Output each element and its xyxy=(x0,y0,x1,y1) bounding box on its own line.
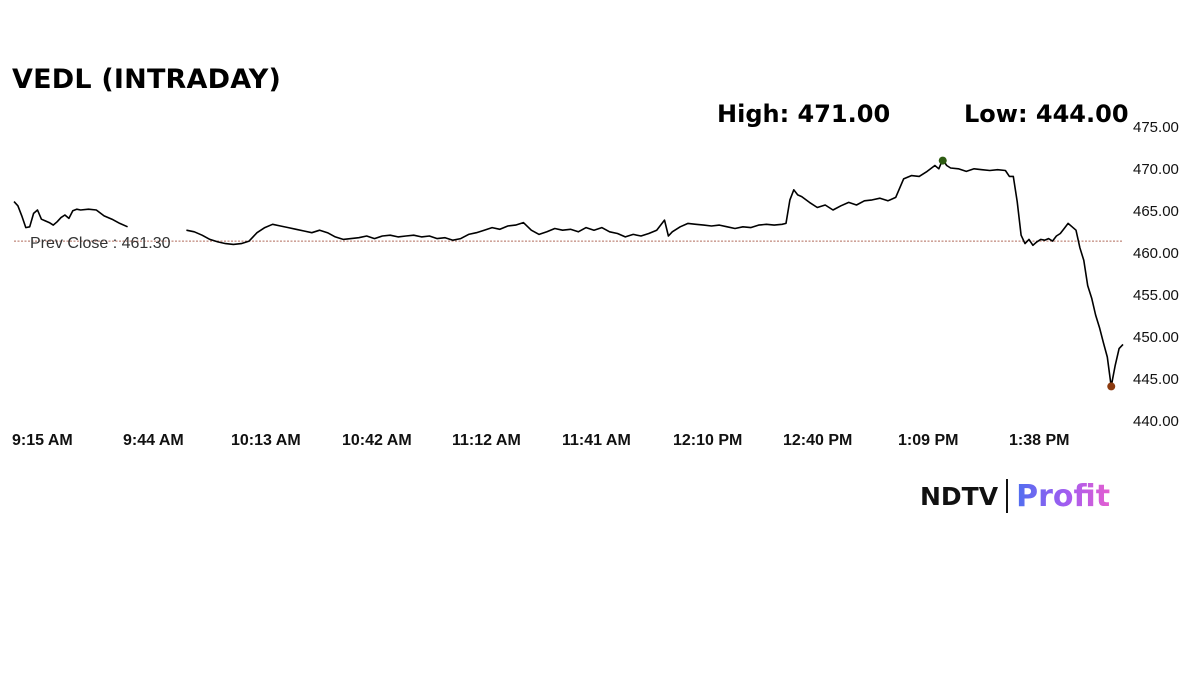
x-tick-label: 9:15 AM xyxy=(12,432,73,449)
y-tick-label: 455.00 xyxy=(1133,287,1179,304)
logo-profit: Profit xyxy=(1016,478,1111,514)
prev-close-label: Prev Close : 461.30 xyxy=(30,235,171,252)
y-tick-label: 465.00 xyxy=(1133,203,1179,220)
price-line xyxy=(13,201,128,229)
x-tick-label: 12:10 PM xyxy=(673,432,742,449)
logo-divider xyxy=(1006,479,1009,513)
x-tick-label: 11:41 AM xyxy=(562,432,631,449)
ndtv-profit-logo: NDTV Profit xyxy=(920,476,1110,516)
y-tick-label: 470.00 xyxy=(1133,161,1179,178)
y-tick-label: 440.00 xyxy=(1133,413,1179,430)
x-tick-label: 10:42 AM xyxy=(342,432,412,449)
high-low-markers xyxy=(938,156,1116,391)
y-tick-label: 445.00 xyxy=(1133,371,1179,388)
x-tick-label: 10:13 AM xyxy=(231,432,301,449)
low-label: Low: 444.00 xyxy=(964,100,1129,128)
y-tick-label: 460.00 xyxy=(1133,245,1179,262)
high-label: High: 471.00 xyxy=(717,100,891,128)
prev-close-line: Prev Close : 461.30 xyxy=(14,235,1123,252)
low-marker xyxy=(1107,382,1116,391)
x-tick-label: 1:38 PM xyxy=(1009,432,1069,449)
price-series xyxy=(13,158,1124,388)
x-tick-label: 1:09 PM xyxy=(898,432,958,449)
x-axis: 9:15 AM 9:44 AM 10:13 AM 10:42 AM 11:12 AM 11… xyxy=(12,432,1069,449)
x-tick-label: 11:12 AM xyxy=(452,432,521,449)
x-tick-label: 12:40 PM xyxy=(783,432,852,449)
price-line xyxy=(186,158,1124,388)
high-marker xyxy=(938,156,947,165)
logo-ndtv: NDTV xyxy=(920,481,999,511)
y-tick-label: 450.00 xyxy=(1133,329,1179,346)
x-tick-label: 9:44 AM xyxy=(123,432,184,449)
chart-title: VEDL (INTRADAY) xyxy=(12,64,282,95)
y-axis: 475.00 470.00 465.00 460.00 455.00 450.00 445.… xyxy=(1133,119,1179,430)
y-tick-label: 475.00 xyxy=(1133,119,1179,136)
